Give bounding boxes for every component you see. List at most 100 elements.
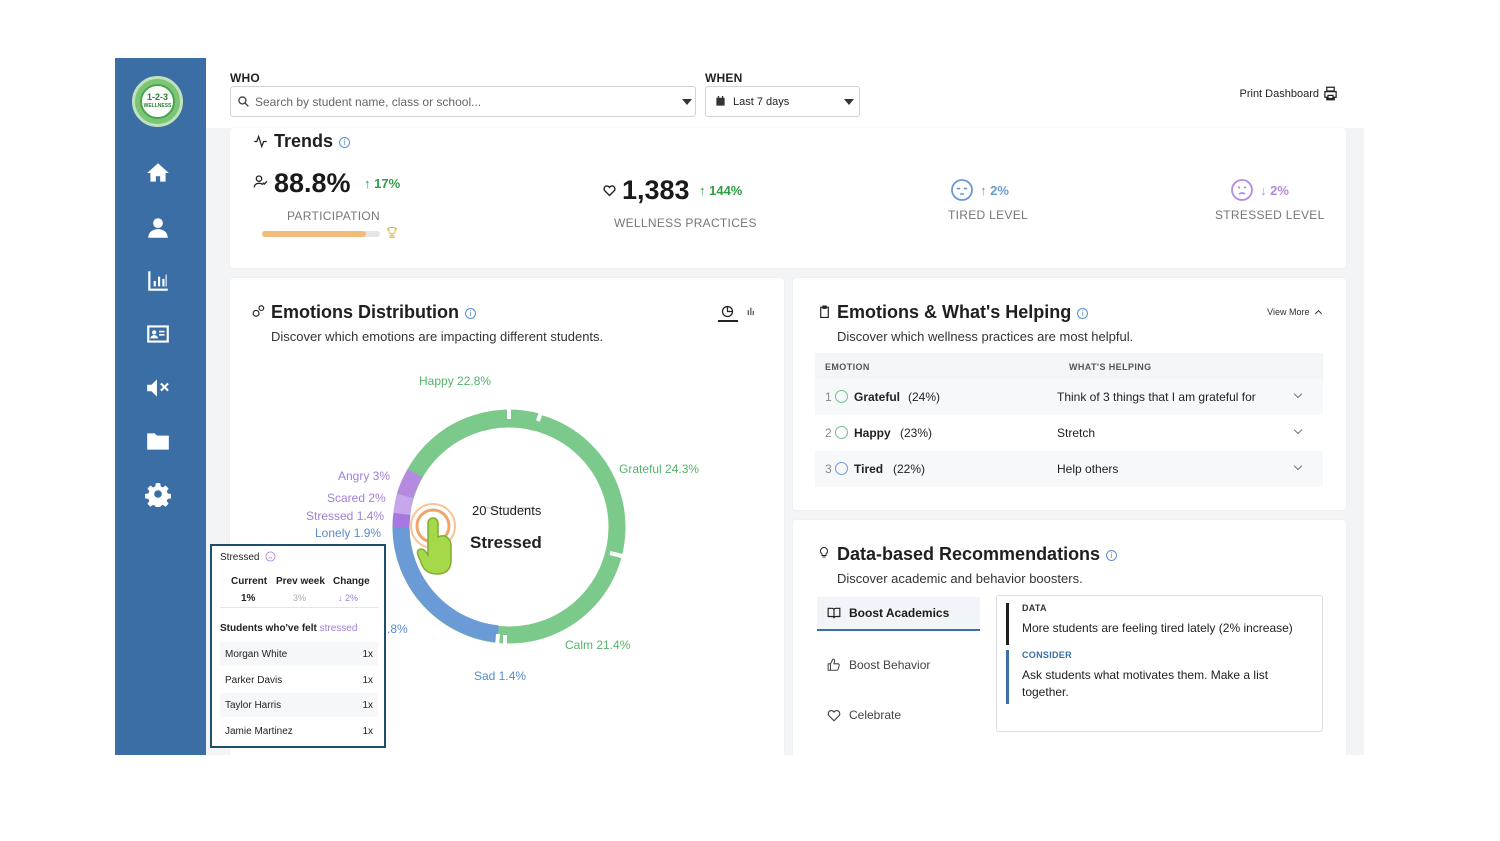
bar-chart-icon[interactable] <box>145 268 171 294</box>
stressed-tooltip: Stressed Current Prev week Change 1% 3% … <box>210 544 386 748</box>
search-icon <box>238 96 249 107</box>
participation-progress <box>262 231 380 237</box>
clipboard-icon <box>820 305 829 319</box>
tooltip-change: ↓ 2% <box>338 593 359 603</box>
tooltip-col-prev: Prev week <box>276 576 325 587</box>
recommendation-panel: DATA More students are feeling tired lat… <box>996 595 1323 732</box>
student-row[interactable]: Parker Davis 1x <box>225 675 373 686</box>
info-icon[interactable]: i <box>339 136 351 148</box>
tooltip-prev: 3% <box>293 593 307 603</box>
stressed-change: ↓ 2% <box>1260 183 1289 198</box>
chevron-down-icon[interactable] <box>844 99 854 105</box>
practices-caption: WELLNESS PRACTICES <box>614 216 757 230</box>
stressed-face-icon <box>1231 179 1253 201</box>
label-grateful: Grateful 24.3% <box>619 462 700 476</box>
sidebar: 1-2-3 WELLNESS <box>115 58 206 755</box>
grateful-face-icon <box>835 390 848 403</box>
user-icon[interactable] <box>145 215 171 241</box>
consider-label: CONSIDER <box>1022 650 1072 660</box>
chevron-down-icon[interactable] <box>1293 425 1303 435</box>
happy-face-icon <box>835 426 848 439</box>
tired-face-icon <box>951 179 973 201</box>
tired-face-icon <box>835 462 848 475</box>
when-label: WHEN <box>705 71 743 85</box>
segment-gap <box>609 551 623 558</box>
date-range-select[interactable]: Last 7 days <box>705 86 860 117</box>
recommendations-title: Data-based Recommendations i <box>837 544 1118 565</box>
stressed-face-icon <box>265 551 276 562</box>
heart-hand-icon <box>603 185 616 197</box>
tired-change: ↑ 2% <box>980 183 1009 198</box>
search-input[interactable]: Search by student name, class or school.… <box>230 86 696 117</box>
home-icon[interactable] <box>145 160 171 186</box>
whats-helping-card: Emotions & What's Helping i View More Dis… <box>793 278 1346 510</box>
label-stressed: Stressed 1.4% <box>306 509 385 523</box>
tab-boost-academics[interactable]: Boost Academics <box>817 597 980 631</box>
tab-celebrate[interactable]: Celebrate <box>817 698 980 732</box>
helping-row[interactable]: 1 Grateful (24%) Think of 3 things that … <box>815 379 1323 415</box>
folder-icon[interactable] <box>145 428 171 454</box>
student-row[interactable]: Morgan White 1x <box>220 642 378 666</box>
gear-icon[interactable] <box>145 481 171 507</box>
tooltip-title: Stressed <box>220 551 276 563</box>
tab-boost-behavior[interactable]: Boost Behavior <box>817 648 980 682</box>
participation-caption: PARTICIPATION <box>287 209 381 223</box>
participation-change: ↑ 17% <box>364 176 401 191</box>
date-range-value: Last 7 days <box>733 96 790 108</box>
label-sad: Sad 1.4% <box>474 669 527 683</box>
participation-progress-fill <box>262 231 366 237</box>
student-row[interactable]: Jamie Martinez 1x <box>225 726 373 737</box>
app-logo[interactable]: 1-2-3 WELLNESS <box>132 76 183 127</box>
practices-value: 1,383 <box>622 175 690 205</box>
pie-chart-icon[interactable] <box>720 304 735 319</box>
chevron-down-icon[interactable] <box>1293 461 1303 471</box>
segment-gap <box>536 408 544 422</box>
donut-center-label: Stressed <box>470 533 542 552</box>
helping-row[interactable]: 2 Happy (23%) Stretch <box>815 415 1323 451</box>
student-row[interactable]: Taylor Harris 1x <box>220 693 378 717</box>
id-card-icon[interactable] <box>145 321 171 347</box>
helping-table-header: EMOTION WHAT'S HELPING <box>815 353 1323 379</box>
label-lonely: Lonely 1.9% <box>315 526 382 540</box>
label-scared: Scared 2% <box>327 491 386 505</box>
chevron-down-icon[interactable] <box>682 99 692 105</box>
tired-caption: TIRED LEVEL <box>948 208 1028 222</box>
chevron-down-icon[interactable] <box>1293 389 1303 399</box>
helping-title: Emotions & What's Helping i <box>837 302 1089 323</box>
data-text: More students are feeling tired lately (… <box>1022 621 1293 635</box>
info-icon[interactable]: i <box>465 307 476 319</box>
happy-segment[interactable] <box>407 409 541 478</box>
consider-text: Ask students what motivates them. Make a… <box>1022 668 1269 699</box>
info-icon[interactable]: i <box>1106 549 1118 561</box>
scared-segment[interactable] <box>393 493 414 515</box>
recommendations-subtitle: Discover academic and behavior boosters. <box>837 571 1083 586</box>
chevron-up-icon <box>1314 309 1323 318</box>
col-emotion: EMOTION <box>825 362 870 372</box>
heart-icon <box>827 709 841 722</box>
recommendations-card: Data-based Recommendations i Discover aca… <box>793 520 1346 755</box>
lightbulb-icon <box>820 546 828 558</box>
angry-segment[interactable] <box>396 468 423 499</box>
stressed-caption: STRESSED LEVEL <box>1215 208 1325 222</box>
label-happy: Happy 22.8% <box>419 374 492 388</box>
who-label: WHO <box>230 71 260 85</box>
data-section: DATA More students are feeling tired lat… <box>1006 603 1293 645</box>
info-icon[interactable]: i <box>1077 307 1089 319</box>
emotions-subtitle: Discover which emotions are impacting di… <box>271 329 604 344</box>
calendar-icon <box>716 95 725 106</box>
col-whats-helping: WHAT'S HELPING <box>1069 362 1152 372</box>
label-partial: .8% <box>387 622 408 636</box>
view-more-button[interactable]: View More <box>1267 307 1323 318</box>
print-dashboard-button[interactable]: Print Dashboard <box>1240 86 1339 101</box>
tooltip-col-current: Current <box>231 576 268 587</box>
stressed-segment[interactable] <box>392 512 411 528</box>
volume-mute-icon[interactable] <box>145 375 171 401</box>
trends-card: Trends i 88.8% ↑ 17% PARTICIPATION 1,383 … <box>230 128 1346 268</box>
bar-view-icon[interactable] <box>746 306 756 316</box>
practices-change: ↑ 144% <box>699 183 743 198</box>
helping-row[interactable]: 3 Tired (22%) Help others <box>815 451 1323 487</box>
trends-title: Trends i <box>274 131 351 152</box>
printer-icon <box>1324 86 1337 101</box>
dashboard-app: 1-2-3 WELLNESS WHO Search by <box>115 58 1364 755</box>
sad-segment[interactable] <box>392 526 500 643</box>
